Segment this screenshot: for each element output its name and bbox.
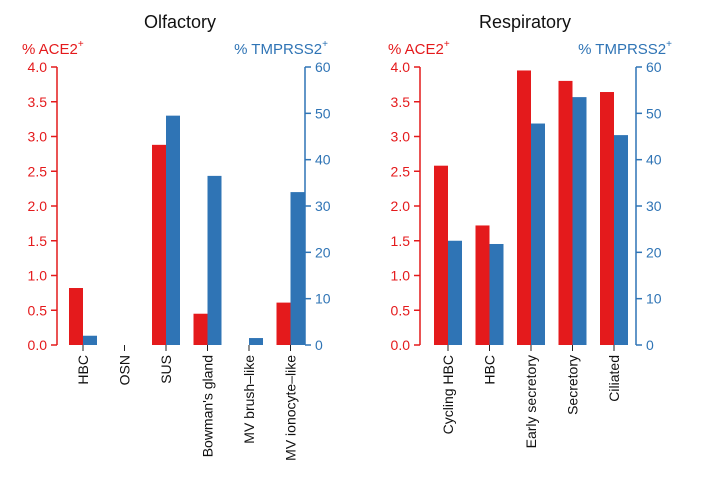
right-axis-superscript: + (666, 39, 672, 50)
left-tick-label: 1.0 (28, 268, 48, 284)
left-tick-label: 3.5 (28, 94, 48, 110)
panel-title: Respiratory (479, 12, 571, 32)
tmprss2-bar (290, 192, 305, 345)
tmprss2-bar (531, 123, 545, 345)
left-axis-title: % ACE2+ (22, 39, 84, 58)
x-tick-label: OSN (117, 355, 133, 385)
right-tick-label: 0 (315, 337, 323, 353)
tmprss2-bar (249, 338, 263, 345)
x-tick-label: Early secretory (523, 355, 539, 448)
left-tick-label: 3.0 (28, 129, 48, 145)
plot-area: HBC OSN SUS Bowman's gland MV brush–like MV i… (28, 59, 331, 461)
right-tick-label: 60 (646, 59, 662, 75)
x-tick-label: SUS (158, 355, 174, 384)
right-tick-label: 20 (646, 244, 662, 260)
x-tick-label: Secretory (565, 355, 581, 415)
x-tick-label: HBC (75, 355, 91, 385)
tmprss2-bar (614, 135, 628, 345)
respiratory-panel: Respiratory % ACE2+ % TMPRSS2+ Cycling H… (388, 12, 672, 448)
ace2-bar (152, 144, 166, 345)
right-tick-label: 40 (646, 152, 662, 168)
left-tick-label: 1.5 (28, 233, 48, 249)
right-tick-label: 50 (646, 105, 662, 121)
left-tick-label: 2.0 (391, 198, 411, 214)
x-tick-label: Ciliated (606, 355, 622, 402)
left-tick-label: 1.5 (391, 233, 411, 249)
x-tick-label: HBC (482, 355, 498, 385)
left-tick-label: 4.0 (28, 59, 48, 75)
left-axis-title-text: % ACE2 (388, 41, 444, 58)
x-tick-label: MV ionocyte–like (283, 355, 299, 461)
left-axis-title-text: % ACE2 (22, 41, 78, 58)
right-axis-title-text: % TMPRSS2 (234, 41, 322, 58)
left-axis-title: % ACE2+ (388, 39, 450, 58)
tmprss2-bar (207, 175, 222, 345)
right-tick-label: 10 (315, 291, 331, 307)
left-tick-label: 3.5 (391, 94, 411, 110)
left-axis-superscript: + (78, 39, 84, 50)
tmprss2-bar (448, 240, 462, 345)
left-tick-label: 2.0 (28, 198, 48, 214)
ace2-bar (276, 302, 291, 345)
x-tick-label: MV brush–like (241, 355, 257, 444)
left-tick-label: 0.0 (28, 337, 48, 353)
ace2-bar (475, 225, 490, 345)
ace2-bar (69, 288, 83, 345)
ace2-bar (558, 80, 573, 346)
left-tick-label: 0.5 (391, 302, 411, 318)
right-axis-title-text: % TMPRSS2 (578, 41, 666, 58)
ace2-bar (193, 313, 208, 345)
right-tick-label: 30 (315, 198, 331, 214)
left-tick-label: 0.5 (28, 302, 48, 318)
left-tick-label: 0.0 (391, 337, 411, 353)
left-tick-label: 4.0 (391, 59, 411, 75)
left-tick-label: 2.5 (391, 163, 411, 179)
right-tick-label: 60 (315, 59, 331, 75)
tmprss2-bar (489, 243, 504, 345)
ace2-bar (600, 92, 614, 346)
right-tick-label: 20 (315, 244, 331, 260)
ace2-bar (517, 70, 531, 345)
x-tick-label: Cycling HBC (440, 355, 456, 434)
tmprss2-bar (572, 97, 587, 345)
right-tick-label: 0 (646, 337, 654, 353)
right-axis-title: % TMPRSS2+ (234, 39, 328, 58)
ace2-bar (434, 165, 448, 345)
right-axis-title: % TMPRSS2+ (578, 39, 672, 58)
olfactory-panel: Olfactory % ACE2+ % TMPRSS2+ HBC OSN SUS Bo… (22, 12, 331, 461)
plot-area: Cycling HBC HBC Early secretory Secretory Ci… (391, 59, 662, 448)
right-axis-superscript: + (322, 39, 328, 50)
right-tick-label: 50 (315, 105, 331, 121)
right-tick-label: 10 (646, 291, 662, 307)
left-tick-label: 1.0 (391, 268, 411, 284)
right-tick-label: 30 (646, 198, 662, 214)
panel-title: Olfactory (144, 12, 216, 32)
tmprss2-bar (166, 115, 180, 346)
left-tick-label: 2.5 (28, 163, 48, 179)
left-tick-label: 3.0 (391, 129, 411, 145)
left-axis-superscript: + (444, 39, 450, 50)
right-tick-label: 40 (315, 152, 331, 168)
tmprss2-bar (83, 335, 97, 345)
x-tick-label: Bowman's gland (200, 355, 216, 457)
